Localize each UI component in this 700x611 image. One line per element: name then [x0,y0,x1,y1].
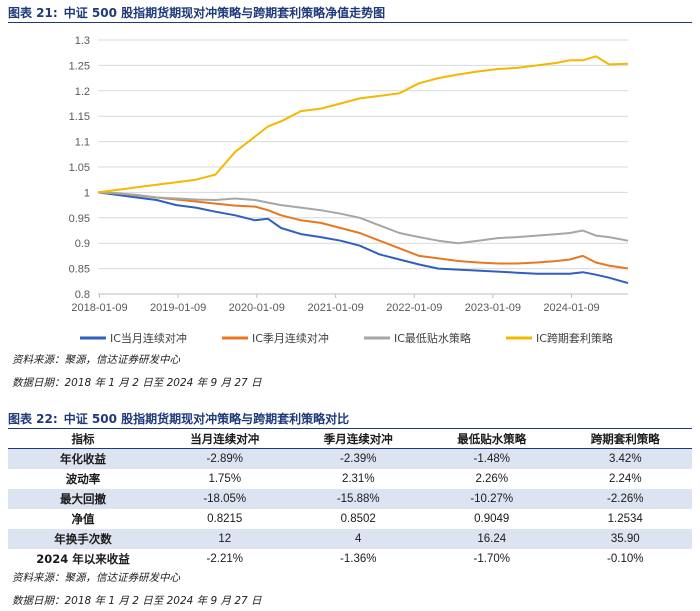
series-line-ic-min-discount [97,191,629,245]
series-line-ic-calendar-spread [97,55,629,194]
table-title-text: 中证 500 股指期货期现对冲策略与跨期套利策略对比 [63,412,350,426]
table-row: 2024 年以来收益 -2.21% -1.36% -1.70% -0.10% [8,549,692,569]
x-tick-label: 2020-01-09 [229,302,285,314]
figure-label: 图表 21: [8,6,58,20]
header-cell: 最低贴水策略 [425,430,559,449]
table-cell: -10.27% [425,489,559,509]
table-header-row: 指标 当月连续对冲 季月连续对冲 最低贴水策略 跨期套利策略 [8,430,692,449]
table-cell: 4 [291,529,425,549]
table-label: 图表 22: [8,412,58,426]
y-tick-label: 0.85 [69,264,90,276]
y-tick-label: 0.8 [75,289,90,301]
x-tick-label: 2024-01-09 [543,302,599,314]
line-chart: 0.8 0.85 0.9 0.95 1 1.05 1.1 1.15 1.2 1.25 1.3 2018… [69,35,629,344]
x-tick-label: 2018-01-09 [71,302,127,314]
row-label: 净值 [71,512,95,526]
table-source: 资料来源：聚源，信达证券研发中心 [12,572,180,584]
table-cell: 2.24% [608,473,642,485]
table-cell: -2.39% [291,448,425,469]
row-label: 2024 年以来收益 [36,552,130,566]
table-cell: -15.88% [291,489,425,509]
table-title: 图表 22: 中证 500 股指期货期现对冲策略与跨期套利策略对比 [8,410,692,429]
table-cell: -1.36% [340,553,377,565]
table-date-range: 数据日期：2018 年 1 月 2 日至 2024 年 9 月 27 日 [12,595,262,607]
figure-source: 资料来源：聚源，信达证券研发中心 [12,354,180,366]
table-row: 净值 0.8215 0.8502 0.9049 1.2534 [8,509,692,529]
y-tick-label: 1.25 [69,60,90,72]
series-line-ic-monthly [97,191,629,285]
figure-title: 图表 21: 中证 500 股指期货期现对冲策略与跨期套利策略净值走势图 [8,4,692,23]
legend-label: IC最低贴水策略 [394,331,471,344]
header-cell: 跨期套利策略 [558,430,692,449]
table-cell: -1.70% [473,553,510,565]
y-tick-label: 0.95 [69,213,90,225]
series-line-ic-quarterly [97,191,629,270]
table-cell: -18.05% [158,489,292,509]
figure-title-text: 中证 500 股指期货期现对冲策略与跨期套利策略净值走势图 [63,6,386,20]
x-tick-label: 2021-01-09 [307,302,363,314]
row-label: 波动率 [65,472,101,486]
x-tick-label: 2019-01-09 [150,302,206,314]
row-label: 年化收益 [8,448,158,469]
table-cell: 0.8215 [207,513,243,525]
x-tick-label: 2022-01-09 [386,302,442,314]
table-cell: 0.9049 [474,513,510,525]
y-tick-label: 1.3 [75,35,90,47]
y-tick-label: 0.9 [75,238,90,250]
x-tick-label: 2023-01-09 [465,302,521,314]
table-cell: 35.90 [558,529,692,549]
y-tick-label: 1.05 [69,162,90,174]
table-cell: 1.75% [208,473,242,485]
y-tick-label: 1.2 [75,86,90,98]
header-cell: 当月连续对冲 [158,430,292,449]
table-cell: 2.26% [475,473,509,485]
table-cell: 0.8502 [340,513,376,525]
header-cell: 季月连续对冲 [291,430,425,449]
y-tick-label: 1.1 [75,137,90,149]
comparison-table: 指标 当月连续对冲 季月连续对冲 最低贴水策略 跨期套利策略 年化收益 -2.8… [8,430,692,569]
y-tick-label: 1 [84,187,90,199]
table-cell: -2.21% [206,553,243,565]
row-label: 年换手次数 [8,529,158,549]
legend-label: IC季月连续对冲 [252,331,329,344]
legend-label: IC跨期套利策略 [536,331,613,344]
y-tick-label: 1.15 [69,111,90,123]
table-row: 年换手次数 12 4 16.24 35.90 [8,529,692,549]
table-cell: 2.31% [341,473,375,485]
table-row: 波动率 1.75% 2.31% 2.26% 2.24% [8,469,692,489]
table-cell: 3.42% [558,448,692,469]
table-cell: -2.26% [558,489,692,509]
table-cell: -1.48% [425,448,559,469]
table-cell: -0.10% [607,553,644,565]
table-row: 年化收益 -2.89% -2.39% -1.48% 3.42% [8,448,692,469]
table-cell: 12 [158,529,292,549]
table-cell: 1.2534 [607,513,643,525]
figure-date-range: 数据日期：2018 年 1 月 2 日至 2024 年 9 月 27 日 [12,377,262,389]
header-cell: 指标 [8,430,158,449]
legend-label: IC当月连续对冲 [110,331,187,344]
table-cell: -2.89% [158,448,292,469]
table-cell: 16.24 [425,529,559,549]
row-label: 最大回撤 [8,489,158,509]
table-row: 最大回撤 -18.05% -15.88% -10.27% -2.26% [8,489,692,509]
